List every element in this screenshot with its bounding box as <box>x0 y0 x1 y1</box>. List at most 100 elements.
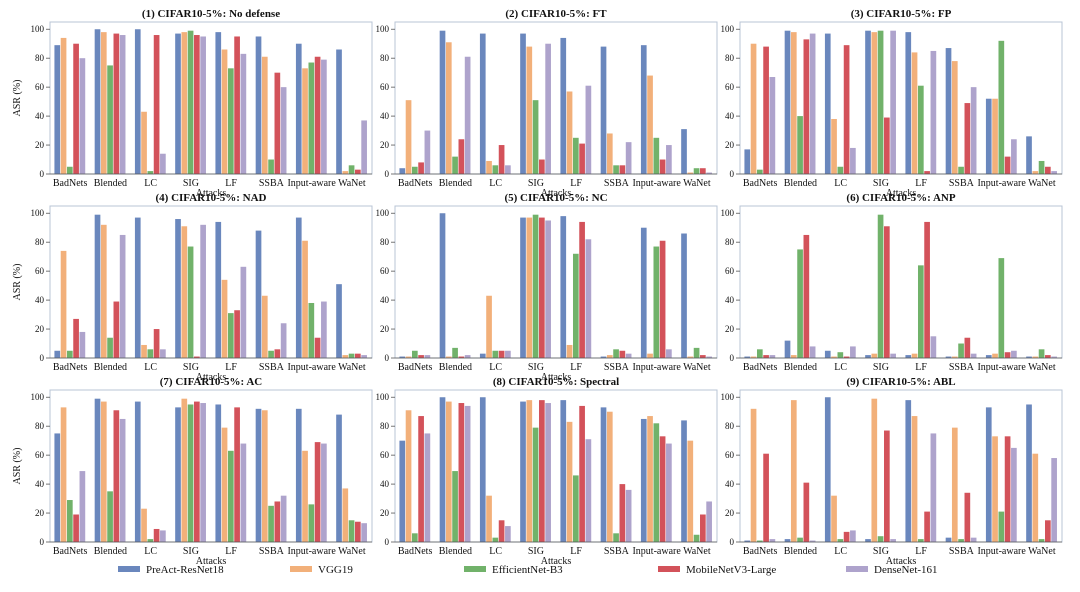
legend-label: DenseNet-161 <box>874 564 938 576</box>
x-tick-label: BadNets <box>53 546 88 557</box>
y-tick-label: 20 <box>35 508 45 518</box>
y-tick-label: 0 <box>385 353 390 363</box>
bar-efficientnet-b3-blended <box>452 156 458 174</box>
bar-vgg19-wanet <box>687 172 694 174</box>
y-tick-label: 20 <box>725 508 735 518</box>
bar-mobilenetv3-large-sig <box>194 401 200 542</box>
bar-preact-resnet18-blended <box>439 30 446 174</box>
bar-preact-resnet18-sig <box>175 33 181 174</box>
y-tick-label: 20 <box>35 324 45 334</box>
bar-efficientnet-b3-wanet <box>1038 160 1045 174</box>
bar-vgg19-input-aware <box>992 98 998 174</box>
bar-preact-resnet18-lf <box>560 216 567 358</box>
bar-vgg19-lc <box>141 111 147 174</box>
chart-title: (1) CIFAR10-5%: No defense <box>142 8 280 20</box>
bar-densenet-161-badnets <box>424 355 431 358</box>
bar-mobilenetv3-large-lc <box>498 350 505 358</box>
bar-efficientnet-b3-ssba <box>613 533 619 542</box>
bar-vgg19-sig <box>181 226 188 358</box>
legend-swatch <box>118 566 140 572</box>
bar-efficientnet-b3-sig <box>877 536 884 542</box>
legend-label: MobileNetV3-Large <box>686 564 776 576</box>
bar-densenet-161-input-aware <box>321 443 327 542</box>
y-tick-label: 40 <box>380 111 390 121</box>
bar-efficientnet-b3-badnets <box>66 166 73 174</box>
x-tick-label: Blended <box>94 546 127 557</box>
y-tick-label: 20 <box>725 140 735 150</box>
bar-densenet-161-blended <box>119 418 126 542</box>
bar-efficientnet-b3-blended <box>797 249 803 358</box>
x-axis-label: Attacks <box>196 188 227 199</box>
y-tick-label: 0 <box>40 169 45 179</box>
x-tick-label: WaNet <box>683 546 711 557</box>
legend-label: VGG19 <box>318 564 353 576</box>
bar-vgg19-lf <box>221 49 228 174</box>
bar-preact-resnet18-blended <box>784 539 791 542</box>
bar-vgg19-lc <box>486 160 492 174</box>
bar-densenet-161-lf <box>585 239 592 358</box>
bar-preact-resnet18-lc <box>134 401 141 542</box>
bar-vgg19-lf <box>911 416 918 542</box>
bar-efficientnet-b3-lc <box>492 537 499 542</box>
bar-mobilenetv3-large-ssba <box>964 337 971 358</box>
bar-densenet-161-wanet <box>1051 171 1057 174</box>
bar-efficientnet-b3-ssba <box>613 349 619 358</box>
bar-densenet-161-lc <box>850 530 856 542</box>
bar-preact-resnet18-sig <box>865 355 871 358</box>
bar-vgg19-wanet <box>342 488 349 542</box>
x-tick-label: SSBA <box>604 362 630 373</box>
x-axis-label: Attacks <box>541 188 572 199</box>
bar-mobilenetv3-large-sig <box>194 356 200 358</box>
bar-efficientnet-b3-ssba <box>958 539 964 542</box>
bar-densenet-161-blended <box>464 405 471 542</box>
bar-mobilenetv3-large-lf <box>579 143 585 174</box>
bar-preact-resnet18-blended <box>439 213 446 358</box>
bar-preact-resnet18-sig <box>865 30 871 174</box>
x-tick-label: BadNets <box>53 178 88 189</box>
bar-densenet-161-input-aware <box>666 443 672 542</box>
chart-title: (8) CIFAR10-5%: Spectral <box>493 376 619 388</box>
bar-efficientnet-b3-badnets <box>411 533 418 542</box>
bar-efficientnet-b3-ssba <box>268 505 274 542</box>
bar-mobilenetv3-large-ssba <box>274 349 281 358</box>
bar-densenet-161-sig <box>890 30 896 174</box>
bar-preact-resnet18-sig <box>175 219 181 358</box>
bar-mobilenetv3-large-sig <box>539 400 545 542</box>
x-tick-label: Input-aware <box>977 546 1026 557</box>
bar-vgg19-blended <box>100 224 107 358</box>
x-tick-label: WaNet <box>1028 546 1056 557</box>
bar-vgg19-lf <box>911 353 918 358</box>
y-tick-label: 40 <box>725 295 735 305</box>
y-tick-label: 80 <box>725 53 735 63</box>
bar-mobilenetv3-large-sig <box>539 159 545 174</box>
bar-mobilenetv3-large-input-aware <box>314 56 321 174</box>
bar-vgg19-sig <box>526 46 533 174</box>
bar-mobilenetv3-large-lc <box>843 356 850 358</box>
x-tick-label: Blended <box>439 178 472 189</box>
x-tick-label: SSBA <box>604 178 630 189</box>
x-tick-label: BadNets <box>743 362 778 373</box>
chart-panel-3: (3) CIFAR10-5%: FP 0 20 40 60 80 100 BadNets Ble… <box>721 8 1063 199</box>
bar-preact-resnet18-wanet <box>336 414 342 542</box>
bar-efficientnet-b3-badnets <box>756 169 763 174</box>
y-tick-label: 40 <box>725 111 735 121</box>
bar-preact-resnet18-ssba <box>255 408 262 542</box>
y-tick-label: 60 <box>35 266 45 276</box>
bar-efficientnet-b3-input-aware <box>653 423 660 542</box>
x-tick-label: SSBA <box>259 546 285 557</box>
x-tick-label: Blended <box>784 178 817 189</box>
bar-vgg19-blended <box>445 401 452 542</box>
x-tick-label: LF <box>225 178 237 189</box>
bar-densenet-161-input-aware <box>321 59 327 174</box>
bar-efficientnet-b3-wanet <box>693 534 700 542</box>
bar-densenet-161-lc <box>160 530 166 542</box>
chart-title: (2) CIFAR10-5%: FT <box>505 8 607 20</box>
bar-vgg19-wanet <box>1032 453 1039 542</box>
y-tick-label: 60 <box>380 266 390 276</box>
bar-mobilenetv3-large-badnets <box>73 514 79 542</box>
bar-densenet-161-ssba <box>970 537 977 542</box>
x-tick-label: LC <box>144 362 157 373</box>
bar-mobilenetv3-large-ssba <box>274 501 281 542</box>
bar-mobilenetv3-large-blended <box>113 33 120 174</box>
bar-preact-resnet18-ssba <box>600 356 607 358</box>
